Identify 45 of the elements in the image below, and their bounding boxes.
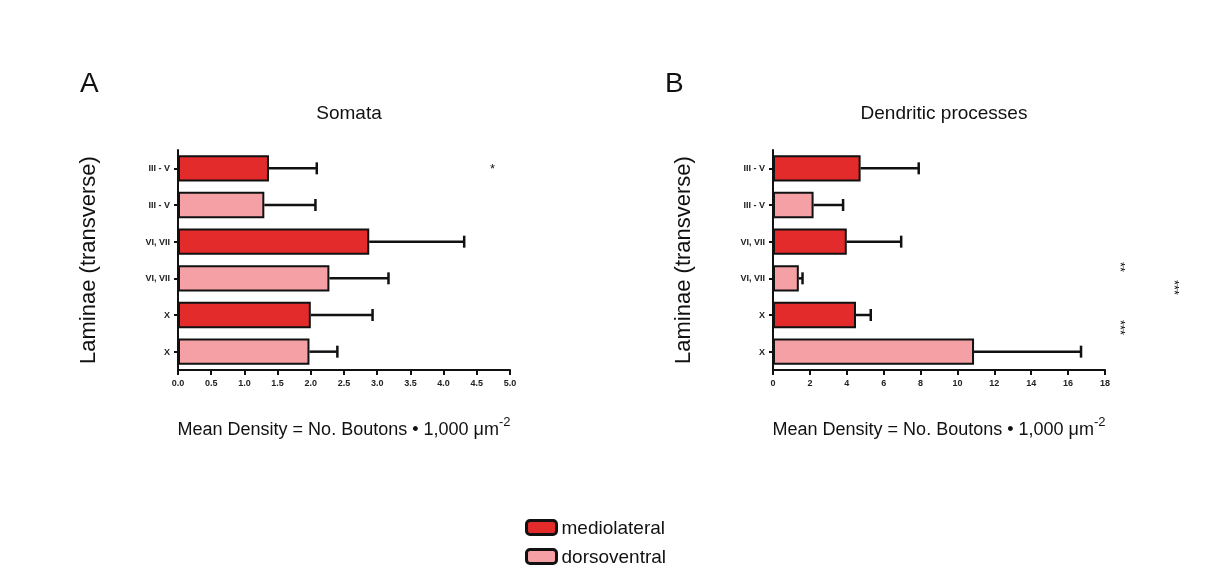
x-tick-label: 2 — [807, 377, 813, 388]
x-tick-label: 4.0 — [437, 377, 450, 388]
x-tick-label: 0.0 — [171, 377, 185, 388]
x-tick-label: 6 — [881, 377, 887, 388]
text: A — [80, 66, 99, 98]
x-tick-label: 1.0 — [238, 377, 251, 388]
x-tick-label: 18 — [1099, 377, 1111, 388]
y-tick-label: VI, VII — [740, 236, 765, 247]
x-tick-label: 8 — [918, 377, 924, 388]
y-tick-label: VI, VII — [145, 273, 170, 284]
annotation: * — [490, 161, 496, 176]
x-tick-label: 5.0 — [503, 377, 517, 388]
y-axis-title: Laminae (transverse) — [669, 156, 695, 364]
y-tick-label: III - V — [743, 200, 765, 210]
text: B — [665, 66, 684, 98]
y-tick-label: VI, VII — [145, 236, 170, 247]
x-tick-label: 4 — [844, 377, 850, 388]
y-tick-label: VI, VII — [740, 273, 765, 284]
x-tick-label: 3.0 — [370, 377, 384, 388]
x-tick-label: 0 — [770, 377, 776, 388]
legend-label: mediolateral — [561, 517, 665, 538]
y-tick-label: III - V — [148, 200, 170, 210]
x-tick-label: 3.5 — [404, 377, 417, 388]
x-tick-label: 14 — [1026, 377, 1037, 388]
text: *** — [1113, 320, 1128, 336]
x-tick-label: 16 — [1063, 377, 1074, 388]
x-tick-label: 2.0 — [304, 377, 318, 388]
x-tick-label: 10 — [952, 377, 963, 388]
y-tick-label: X — [758, 346, 765, 357]
y-axis-title: Laminae (transverse) — [74, 156, 100, 364]
text: *** — [1167, 280, 1182, 296]
x-tick-label: 1.5 — [271, 377, 284, 388]
chart-title: Somata — [316, 102, 383, 123]
chart-title: Dendritic processes — [860, 102, 1028, 123]
x-tick-label: 4.5 — [470, 377, 484, 388]
legend-label: dorsoventral — [561, 546, 667, 567]
y-tick-label: X — [163, 310, 170, 320]
x-tick-label: 0.5 — [204, 377, 218, 388]
text: ** — [1113, 262, 1128, 273]
y-tick-label: III - V — [148, 163, 170, 174]
y-tick-label: X — [163, 346, 170, 357]
y-tick-label: III - V — [743, 163, 765, 174]
y-tick-label: X — [758, 310, 765, 320]
x-tick-label: 2.5 — [337, 377, 351, 388]
x-tick-label: 12 — [989, 377, 1000, 388]
